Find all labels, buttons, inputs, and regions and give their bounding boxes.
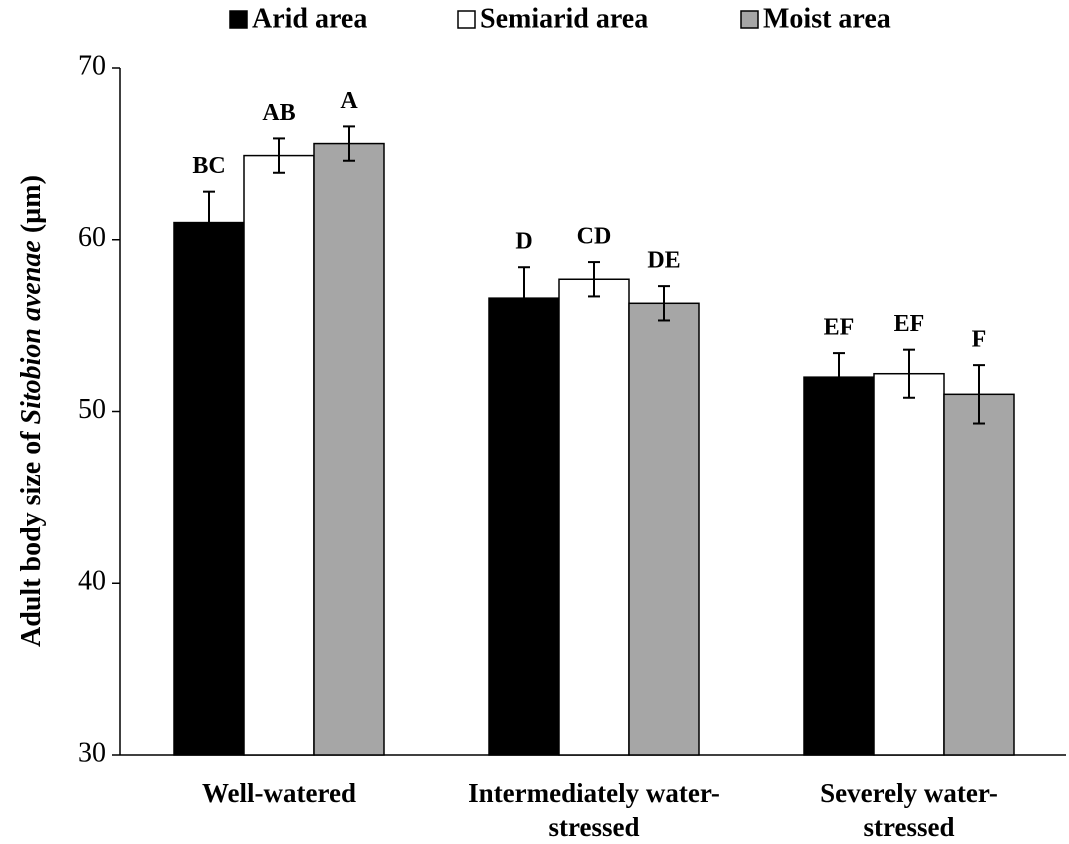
annotation: AB	[262, 100, 295, 126]
annotation: A	[340, 88, 358, 114]
x-tick-label: Severely water- stressed	[820, 778, 998, 842]
annotation: EF	[894, 311, 925, 337]
y-tick-label: 60	[78, 222, 106, 253]
bar	[173, 221, 245, 756]
annotation: DE	[647, 248, 680, 274]
bar	[488, 297, 560, 756]
y-tick-label: 30	[78, 737, 106, 768]
annotation: D	[515, 229, 532, 255]
bar	[628, 302, 700, 756]
bar	[943, 393, 1015, 756]
annotation: CD	[577, 224, 612, 250]
x-tick-label: Well-watered	[202, 778, 356, 808]
legend-label: Semiarid area	[480, 3, 648, 34]
legend-label: Moist area	[763, 3, 891, 34]
legend-swatch	[229, 10, 248, 29]
y-label-part: Sitobion avenae	[16, 240, 47, 424]
y-label-part: (µm)	[16, 175, 47, 233]
bar	[313, 142, 385, 756]
annotation: EF	[824, 315, 855, 341]
y-tick-label: 50	[78, 394, 106, 425]
legend-swatch	[740, 10, 759, 29]
bar	[873, 372, 945, 756]
legend-label: Arid area	[252, 3, 367, 34]
y-axis-label: Adult body size of Sitobion avenae (µm)	[16, 175, 47, 647]
x-tick-label: Intermediately water- stressed	[468, 778, 720, 842]
bar	[803, 376, 875, 756]
annotation: F	[972, 327, 987, 353]
y-tick-label: 70	[78, 50, 106, 81]
y-tick-label: 40	[78, 566, 106, 597]
y-label-part: Adult body size of	[16, 431, 47, 647]
legend-swatch	[457, 10, 476, 29]
annotation: BC	[192, 153, 225, 179]
bar	[243, 154, 315, 756]
bar	[558, 278, 630, 756]
